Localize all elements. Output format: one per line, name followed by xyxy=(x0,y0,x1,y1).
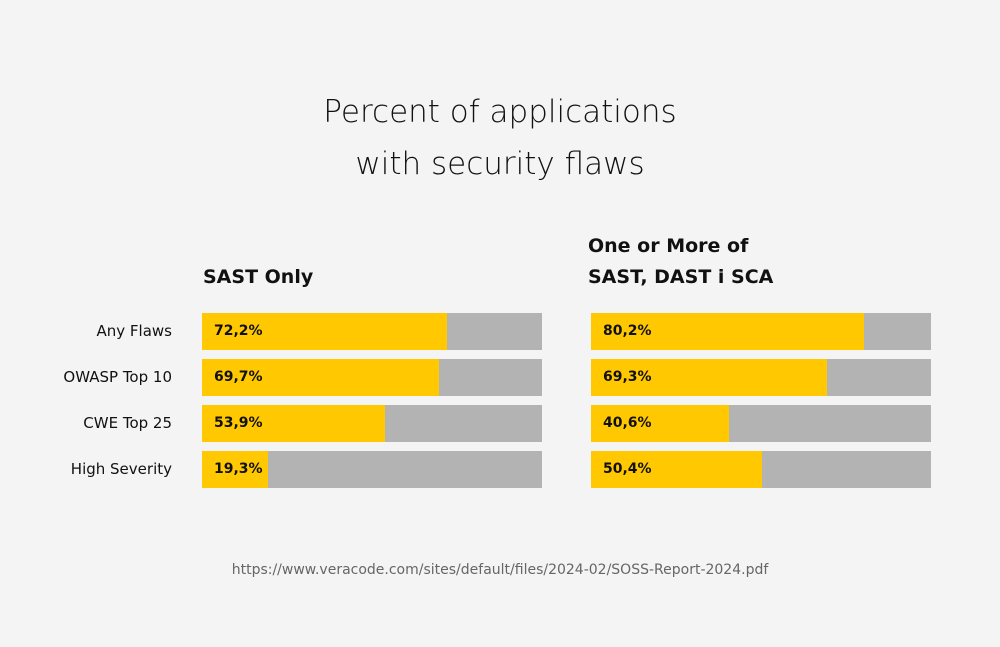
bar-value-label: 69,7% xyxy=(214,369,263,385)
bar-fill xyxy=(202,405,386,442)
bar-track: 72,2% xyxy=(202,313,542,350)
bar-track: 40,6% xyxy=(591,405,931,442)
bar-value-label: 40,6% xyxy=(603,415,652,431)
bar-value-label: 19,3% xyxy=(214,461,263,477)
panel-title-combined-line-2: SAST, DAST i SCA xyxy=(588,266,774,288)
chart-title-line-2: with security flaws xyxy=(355,146,645,182)
panel-title-sast-only: SAST Only xyxy=(203,262,313,293)
bar-track: 69,3% xyxy=(591,359,931,396)
panel-title-combined-line-1: One or More of xyxy=(588,235,749,257)
bar-track: 69,7% xyxy=(202,359,542,396)
bar-value-label: 50,4% xyxy=(603,461,652,477)
bar-fill xyxy=(202,313,448,350)
chart-title: Percent of applications with security fl… xyxy=(0,86,1000,190)
panel-title-sast-only-line-1: SAST Only xyxy=(203,266,314,288)
bar-fill xyxy=(591,451,763,488)
bar-fill xyxy=(202,451,268,488)
bar-value-label: 69,3% xyxy=(603,369,652,385)
bar-value-label: 80,2% xyxy=(603,323,652,339)
bar-fill xyxy=(591,359,827,396)
bar-fill xyxy=(591,405,730,442)
bar-track: 53,9% xyxy=(202,405,542,442)
bar-value-label: 53,9% xyxy=(214,415,263,431)
row-label: High Severity xyxy=(70,460,172,478)
bar-track: 50,4% xyxy=(591,451,931,488)
source-url[interactable]: https://www.veracode.com/sites/default/f… xyxy=(231,562,769,578)
bar-fill xyxy=(202,359,439,396)
row-label: OWASP Top 10 xyxy=(63,368,172,386)
panel-title-combined: One or More of SAST, DAST i SCA xyxy=(588,231,773,293)
bar-value-label: 72,2% xyxy=(214,323,263,339)
bar-track: 19,3% xyxy=(202,451,542,488)
row-label: Any Flaws xyxy=(96,322,172,340)
row-label: CWE Top 25 xyxy=(83,414,172,432)
bar-track: 80,2% xyxy=(591,313,931,350)
chart-title-line-1: Percent of applications xyxy=(323,94,677,130)
bar-fill xyxy=(591,313,864,350)
